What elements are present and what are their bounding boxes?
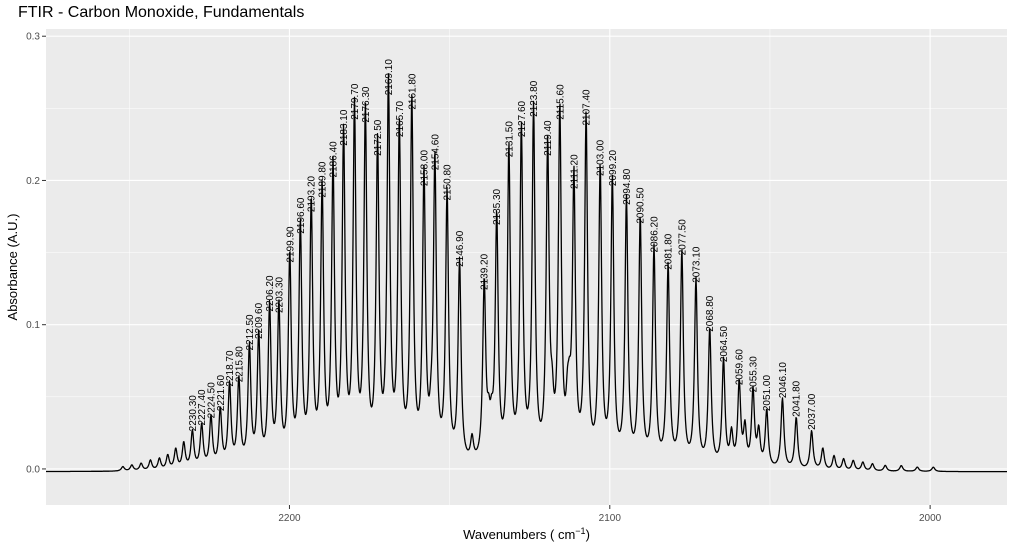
peak-label: 2059.60 (735, 349, 746, 386)
peak-label: 2090.50 (636, 187, 647, 224)
peak-label: 2227.40 (197, 389, 208, 426)
peak-label: 2123.80 (529, 80, 540, 117)
peak-labels: 2230.302227.402224.502221.602218.702215.… (188, 59, 818, 432)
peak-label: 2206.20 (265, 275, 276, 312)
peak-label: 2215.80 (234, 346, 245, 383)
peak-label: 2212.50 (245, 314, 256, 351)
peak-label: 2224.50 (206, 382, 217, 419)
x-axis-ticks: 2200 2100 2000 (278, 505, 942, 524)
peak-label: 2135.30 (492, 188, 503, 225)
x-tick-label: 2100 (599, 513, 622, 524)
plot-panel (46, 29, 1007, 505)
peak-label: 2107.40 (582, 89, 593, 126)
peak-label: 2209.60 (254, 302, 265, 339)
peak-label: 2154.60 (430, 134, 441, 171)
peak-label: 2189.80 (318, 161, 329, 198)
peak-label: 2158.00 (419, 150, 430, 187)
peak-label: 2218.70 (225, 350, 236, 387)
peak-label: 2146.90 (455, 230, 466, 267)
peak-label: 2127.60 (517, 100, 528, 137)
peak-label: 2077.50 (677, 219, 688, 256)
y-axis-label: Absorbance (A.U.) (5, 214, 20, 321)
x-axis-label: Wavenumbers ( cm−1) (463, 526, 590, 542)
peak-label: 2115.60 (555, 84, 566, 120)
peak-label: 2073.10 (691, 246, 702, 283)
y-tick-label: 0.0 (26, 464, 40, 475)
peak-label: 2186.40 (329, 141, 340, 178)
peak-label: 2051.00 (762, 375, 773, 412)
peak-label: 2119.40 (543, 120, 554, 156)
peak-label: 2221.60 (216, 375, 227, 412)
peak-label: 2041.80 (792, 380, 803, 417)
peak-label: 2179.70 (350, 83, 361, 120)
peak-label: 2099.20 (608, 150, 619, 187)
peak-label: 2081.80 (664, 233, 675, 270)
peak-label: 2196.60 (296, 197, 307, 234)
peak-label: 2046.10 (778, 362, 789, 399)
peak-label: 2161.80 (407, 73, 418, 110)
minor-grid (46, 29, 1007, 505)
peak-label: 2055.30 (748, 356, 759, 393)
peak-label: 2172.50 (373, 119, 384, 156)
peak-label: 2131.50 (504, 121, 515, 158)
peak-label: 2111.20 (569, 154, 580, 189)
y-tick-label: 0.1 (26, 320, 40, 331)
y-tick-label: 0.2 (26, 176, 40, 187)
y-tick-label: 0.3 (26, 32, 40, 43)
spectrum-line (45, 73, 1008, 473)
peak-label: 2094.80 (622, 168, 633, 205)
y-axis-ticks: 0.0 0.1 0.2 0.3 (26, 32, 46, 475)
peak-label: 2086.20 (649, 216, 660, 253)
peak-label: 2193.20 (307, 175, 318, 212)
peak-label: 2103.00 (596, 139, 607, 176)
peak-label: 2203.30 (274, 276, 285, 313)
peak-label: 2064.50 (719, 325, 730, 362)
peak-label: 2068.80 (705, 295, 716, 332)
peak-label: 2165.70 (395, 100, 406, 137)
peak-label: 2230.30 (188, 395, 199, 432)
x-tick-label: 2000 (919, 513, 942, 524)
peak-label: 2169.10 (384, 59, 395, 96)
peak-label: 2183.10 (339, 109, 350, 146)
peak-label: 2199.90 (285, 226, 296, 263)
peak-label: 2037.00 (807, 393, 818, 430)
x-tick-label: 2200 (278, 513, 301, 524)
peak-label: 2150.80 (443, 164, 454, 201)
peak-label: 2176.30 (361, 86, 372, 123)
peak-label: 2139.20 (480, 253, 491, 290)
chart-title: FTIR - Carbon Monoxide, Fundamentals (18, 4, 305, 21)
